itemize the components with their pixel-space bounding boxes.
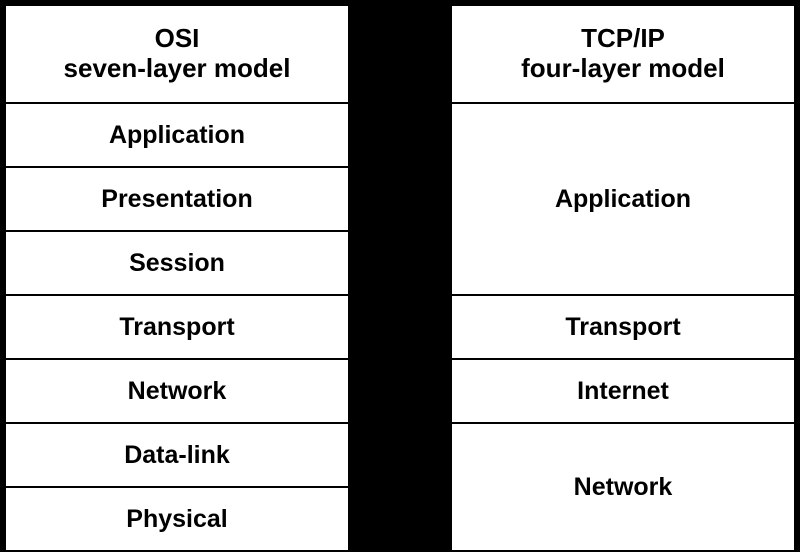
tcpip-layer-internet: Internet <box>452 360 794 424</box>
osi-layer-application: Application <box>6 104 348 168</box>
osi-layer-physical: Physical <box>6 488 348 550</box>
tcpip-header-line1: TCP/IP <box>581 24 665 54</box>
tcpip-header-line2: four-layer model <box>521 54 725 84</box>
osi-header-line1: OSI <box>155 24 200 54</box>
tcpip-layer-transport: Transport <box>452 296 794 360</box>
osi-column: OSI seven-layer model Application Presen… <box>4 4 350 552</box>
tcpip-layer-application: Application <box>452 104 794 296</box>
diagram-frame: OSI seven-layer model Application Presen… <box>0 0 800 544</box>
osi-header-line2: seven-layer model <box>64 54 291 84</box>
osi-layer-session: Session <box>6 232 348 296</box>
tcpip-header: TCP/IP four-layer model <box>452 6 794 104</box>
tcpip-layer-network: Network <box>452 424 794 550</box>
osi-layer-transport: Transport <box>6 296 348 360</box>
osi-layer-presentation: Presentation <box>6 168 348 232</box>
tcpip-column: TCP/IP four-layer model Application Tran… <box>450 4 796 552</box>
osi-layer-network: Network <box>6 360 348 424</box>
osi-layer-datalink: Data-link <box>6 424 348 488</box>
osi-header: OSI seven-layer model <box>6 6 348 104</box>
